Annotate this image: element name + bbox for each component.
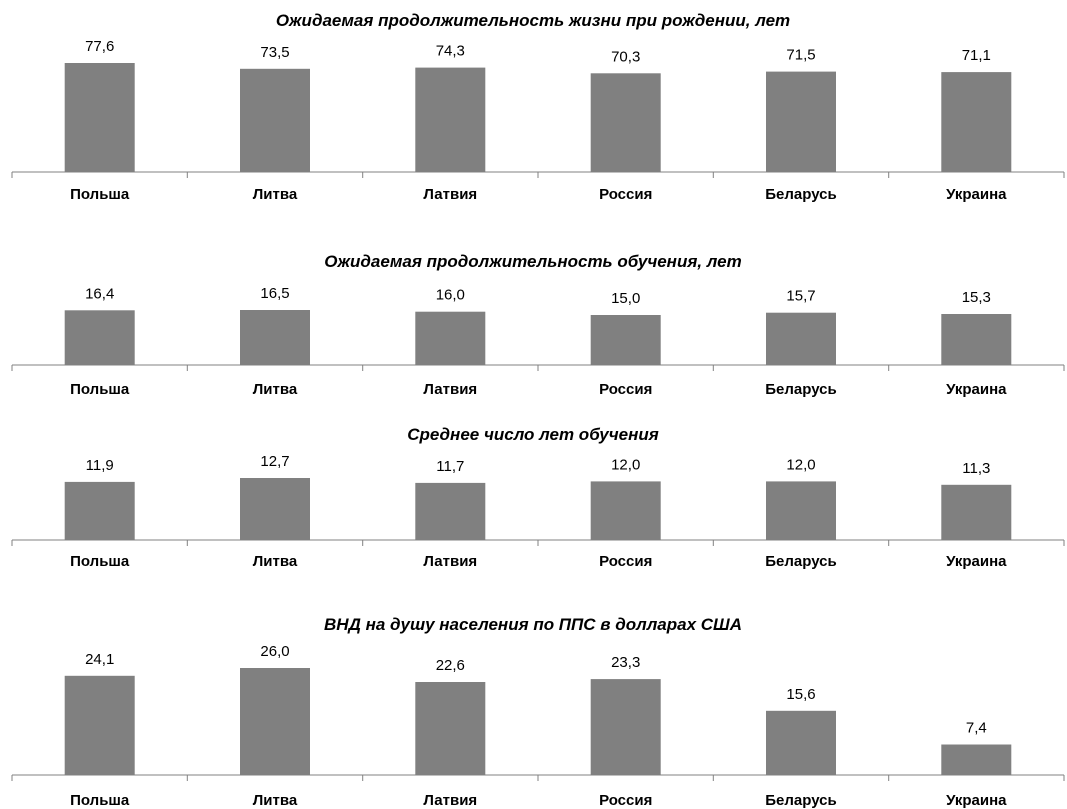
- category-label: Беларусь: [765, 792, 837, 809]
- data-label: 73,5: [260, 44, 289, 61]
- category-label: Россия: [599, 186, 652, 203]
- bar: [415, 67, 486, 172]
- category-label: Литва: [253, 553, 298, 570]
- bar: [64, 481, 135, 540]
- bar: [64, 63, 135, 172]
- category-label: Латвия: [423, 381, 477, 398]
- category-label: Польша: [70, 381, 130, 398]
- data-label: 71,5: [786, 47, 815, 64]
- bar: [240, 478, 310, 540]
- category-label: Россия: [599, 381, 652, 398]
- data-label: 77,6: [85, 38, 114, 55]
- category-label: Литва: [253, 792, 298, 809]
- category-label: Украина: [946, 381, 1007, 398]
- data-label: 16,0: [436, 287, 465, 304]
- bar: [766, 312, 836, 365]
- data-label: 24,1: [85, 651, 114, 668]
- data-label: 26,0: [260, 643, 289, 660]
- data-label: 15,6: [786, 686, 815, 703]
- data-label: 12,0: [786, 456, 815, 473]
- bar: [766, 710, 836, 775]
- chart-title: Среднее число лет обучения: [407, 425, 659, 444]
- category-label: Украина: [946, 792, 1007, 809]
- category-label: Польша: [70, 792, 130, 809]
- data-label: 16,4: [85, 285, 114, 302]
- bar: [590, 679, 661, 775]
- category-label: Польша: [70, 553, 130, 570]
- bar: [590, 481, 661, 540]
- category-label: Россия: [599, 553, 652, 570]
- category-label: Латвия: [423, 186, 477, 203]
- bar: [64, 310, 135, 365]
- data-label: 74,3: [436, 43, 465, 60]
- bar: [590, 315, 661, 365]
- category-label: Беларусь: [765, 553, 837, 570]
- bar: [766, 71, 836, 172]
- data-label: 15,7: [786, 288, 815, 305]
- category-label: Латвия: [423, 553, 477, 570]
- bar: [941, 314, 1012, 365]
- data-label: 12,7: [260, 453, 289, 470]
- data-label: 15,3: [962, 289, 991, 306]
- category-label: Украина: [946, 553, 1007, 570]
- category-label: Россия: [599, 792, 652, 809]
- chart-title: Ожидаемая продолжительность жизни при ро…: [276, 11, 790, 30]
- data-label: 71,1: [962, 47, 991, 64]
- data-label: 23,3: [611, 654, 640, 671]
- data-label: 7,4: [966, 720, 987, 737]
- bar: [941, 484, 1012, 540]
- bar: [415, 682, 486, 775]
- category-label: Польша: [70, 186, 130, 203]
- bar: [240, 310, 310, 365]
- bar: [64, 675, 135, 775]
- category-label: Беларусь: [765, 381, 837, 398]
- bar: [766, 481, 836, 540]
- category-label: Украина: [946, 186, 1007, 203]
- category-label: Литва: [253, 186, 298, 203]
- category-label: Беларусь: [765, 186, 837, 203]
- chart-4: ВНД на душу населения по ППС в долларах …: [11, 615, 1065, 809]
- bar: [415, 482, 486, 540]
- bar: [941, 72, 1012, 172]
- bar: [590, 73, 661, 172]
- chart-title: Ожидаемая продолжительность обучения, ле…: [324, 252, 741, 271]
- chart-2: Ожидаемая продолжительность обучения, ле…: [11, 252, 1065, 398]
- data-label: 16,5: [260, 285, 289, 302]
- bar: [240, 68, 310, 172]
- data-label: 15,0: [611, 290, 640, 307]
- chart-3: Среднее число лет обучения 11,9 Польша 12,7…: [11, 425, 1065, 570]
- data-label: 11,3: [962, 460, 990, 477]
- category-label: Латвия: [423, 792, 477, 809]
- data-label: 11,7: [436, 458, 464, 475]
- data-label: 11,9: [86, 457, 114, 474]
- data-label: 22,6: [436, 657, 465, 674]
- category-label: Литва: [253, 381, 298, 398]
- bar: [415, 311, 486, 365]
- bar: [941, 744, 1012, 775]
- chart-1: Ожидаемая продолжительность жизни при ро…: [11, 11, 1065, 203]
- data-label: 70,3: [611, 48, 640, 65]
- chart-title: ВНД на душу населения по ППС в долларах …: [324, 615, 742, 634]
- bar: [240, 668, 310, 775]
- data-label: 12,0: [611, 456, 640, 473]
